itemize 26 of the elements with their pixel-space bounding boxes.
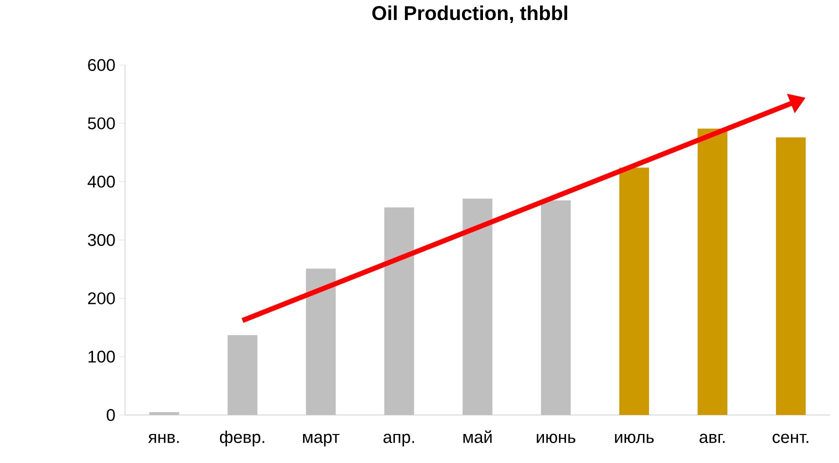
bar	[306, 268, 336, 415]
x-tick-label: март	[303, 434, 340, 446]
x-tick-label: июнь	[536, 434, 576, 444]
y-tick-label: 600	[88, 59, 115, 72]
bar	[384, 207, 414, 415]
y-tick-label: 300	[88, 234, 115, 246]
chart-title: Oil Production, thbbl	[372, 6, 568, 24]
bar	[698, 128, 728, 415]
bar	[540, 200, 571, 415]
y-tick-label: 0	[106, 409, 115, 421]
y-tick-label: 400	[88, 176, 115, 188]
x-tick-label: авг.	[700, 434, 725, 444]
bar	[462, 198, 492, 415]
y-tick-label: 100	[88, 350, 115, 363]
x-tick-label: май	[463, 430, 492, 444]
bar	[149, 412, 180, 415]
y-tick-label: 500	[88, 117, 115, 130]
x-tick-label: июль	[615, 434, 654, 444]
x-tick-label: янв.	[148, 434, 179, 443]
bar	[776, 137, 806, 415]
bar	[228, 335, 258, 415]
y-tick-label: 200	[88, 292, 115, 304]
x-tick-label: февр.	[220, 430, 264, 446]
x-tick-label: сент.	[772, 434, 808, 444]
x-tick-label: апр.	[384, 434, 414, 446]
bar	[619, 168, 650, 415]
